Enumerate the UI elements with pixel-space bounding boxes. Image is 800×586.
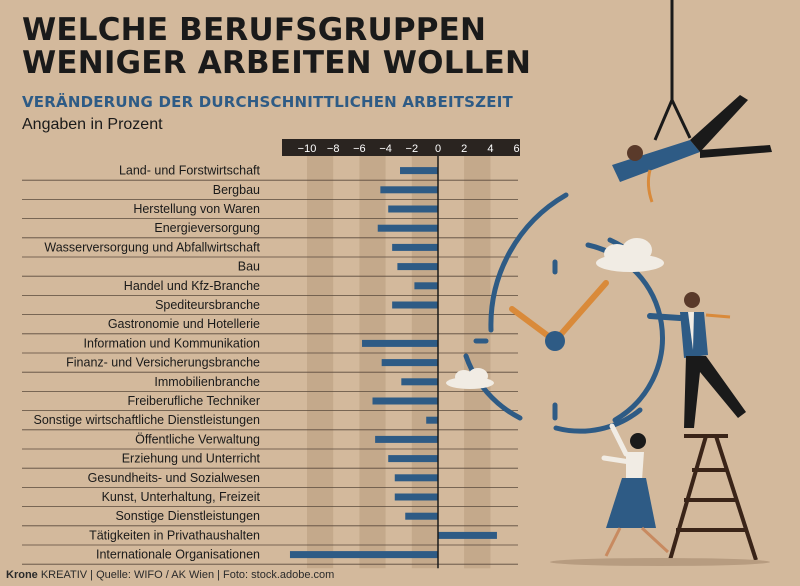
chart-row: Bau — [22, 260, 518, 277]
bar — [388, 205, 438, 213]
bar — [394, 474, 438, 482]
x-tick-label: 0 — [435, 143, 441, 155]
cloud-bottom — [446, 368, 494, 389]
bar — [405, 512, 438, 520]
category-label: Tätigkeiten in Privathaushalten — [89, 528, 260, 542]
chart-title: WELCHE BERUFSGRUPPEN WENIGER ARBEITEN WO… — [22, 14, 531, 80]
chart-row: Internationale Organisationen — [22, 548, 518, 565]
footer-source: | Quelle: WIFO / AK Wien | Foto: stock.a… — [90, 569, 335, 581]
ground-shadow — [550, 558, 770, 566]
category-label: Herstellung von Waren — [133, 202, 260, 216]
chart-row: Gastronomie und Hotellerie — [22, 317, 518, 335]
category-label: Bau — [238, 260, 260, 274]
chart-row: Handel und Kfz-Branche — [22, 279, 518, 296]
chart-row: Energieversorgung — [22, 221, 518, 239]
chart-row: Sonstige Dienstleistungen — [22, 509, 518, 527]
chart-row: Bergbau — [22, 183, 518, 200]
x-tick-label: 6 — [514, 143, 520, 155]
grid-band — [307, 156, 334, 569]
x-tick-label: −10 — [298, 143, 317, 155]
chart-rows: Land- und Forstwirtschaft Bergbau Herstell… — [22, 164, 518, 565]
category-label: Finanz- und Versicherungsbranche — [66, 356, 260, 370]
category-label: Gesundheits- und Sozialwesen — [88, 471, 260, 485]
bar — [401, 378, 438, 386]
bar — [388, 455, 438, 463]
chart-row: Gesundheits- und Sozialwesen — [22, 471, 518, 488]
cloud-top — [596, 238, 664, 272]
bar — [400, 167, 438, 175]
category-label: Kunst, Unterhaltung, Freizeit — [102, 490, 261, 504]
bar — [397, 263, 438, 271]
category-label: Land- und Forstwirtschaft — [119, 164, 261, 178]
chart-row: Spediteursbranche — [22, 298, 518, 316]
hanging-man — [612, 0, 772, 203]
category-label: Freiberufliche Techniker — [128, 394, 260, 408]
chart-row: Öffentliche Verwaltung — [22, 432, 518, 450]
bar — [375, 435, 438, 443]
footer-brand: Krone — [6, 569, 38, 581]
x-tick-label: −2 — [406, 143, 419, 155]
chart-subtitle: VERÄNDERUNG DER DURCHSCHNITTLICHEN ARBEI… — [22, 93, 513, 111]
chart-row: Finanz- und Versicherungsbranche — [22, 356, 518, 373]
category-label: Wasserversorgung und Abfallwirtschaft — [44, 240, 260, 254]
category-label: Bergbau — [213, 183, 260, 197]
footer-brand-suffix: KREATIV — [40, 569, 88, 581]
x-tick-label: −4 — [379, 143, 392, 155]
bar — [289, 551, 438, 559]
bar — [381, 359, 438, 367]
x-tick-label: −8 — [327, 143, 340, 155]
chart-row: Sonstige wirtschaftliche Dienstleistunge… — [22, 413, 518, 431]
title-line-1: WELCHE BERUFSGRUPPEN — [22, 12, 487, 48]
category-label: Spediteursbranche — [155, 298, 260, 312]
woman — [601, 423, 670, 557]
clock-face — [463, 192, 665, 434]
category-label: Immobilienbranche — [154, 375, 260, 389]
footer-credits: Krone KREATIV | Quelle: WIFO / AK Wien |… — [6, 569, 334, 581]
bar — [426, 416, 438, 424]
bar — [438, 531, 497, 539]
chart-row: Wasserversorgung und Abfallwirtschaft — [22, 240, 518, 258]
unit-note: Angaben in Prozent — [22, 116, 163, 133]
chart-row: Herstellung von Waren — [22, 202, 518, 220]
category-label: Öffentliche Verwaltung — [135, 432, 260, 446]
x-tick-label: 2 — [461, 143, 467, 155]
bar — [377, 224, 438, 232]
bar — [372, 397, 438, 405]
bar — [394, 493, 438, 501]
chart-row: Tätigkeiten in Privathaushalten — [22, 528, 518, 546]
bar — [414, 282, 438, 290]
bar — [392, 243, 438, 251]
chart-row: Freiberufliche Techniker — [22, 394, 518, 412]
chart-row: Kunst, Unterhaltung, Freizeit — [22, 490, 518, 508]
ladder — [668, 434, 758, 561]
bar — [392, 301, 438, 309]
chart-row: Information und Kommunikation — [22, 336, 518, 354]
category-label: Energieversorgung — [154, 221, 260, 235]
category-label: Sonstige Dienstleistungen — [115, 509, 260, 523]
x-tick-labels: −10 −8 −6 −4 −2 0 2 4 6 — [298, 143, 520, 155]
x-tick-label: 4 — [487, 143, 493, 155]
chart-row: Erziehung und Unterricht — [22, 452, 518, 469]
category-label: Gastronomie und Hotellerie — [108, 317, 260, 331]
axis-header-bar — [282, 139, 520, 156]
bar — [362, 339, 438, 347]
standing-man — [647, 292, 746, 428]
bar — [380, 186, 438, 194]
category-label: Sonstige wirtschaftliche Dienstleistunge… — [33, 413, 260, 427]
chart-row: Land- und Forstwirtschaft — [22, 164, 518, 181]
category-label: Handel und Kfz-Branche — [124, 279, 260, 293]
category-label: Erziehung und Unterricht — [122, 452, 261, 466]
title-line-2: WENIGER ARBEITEN WOLLEN — [22, 45, 532, 81]
category-label: Information und Kommunikation — [84, 336, 261, 350]
x-tick-label: −6 — [353, 143, 366, 155]
category-label: Internationale Organisationen — [96, 548, 260, 562]
clock-center — [545, 331, 565, 351]
chart-row: Immobilienbranche — [22, 375, 518, 392]
